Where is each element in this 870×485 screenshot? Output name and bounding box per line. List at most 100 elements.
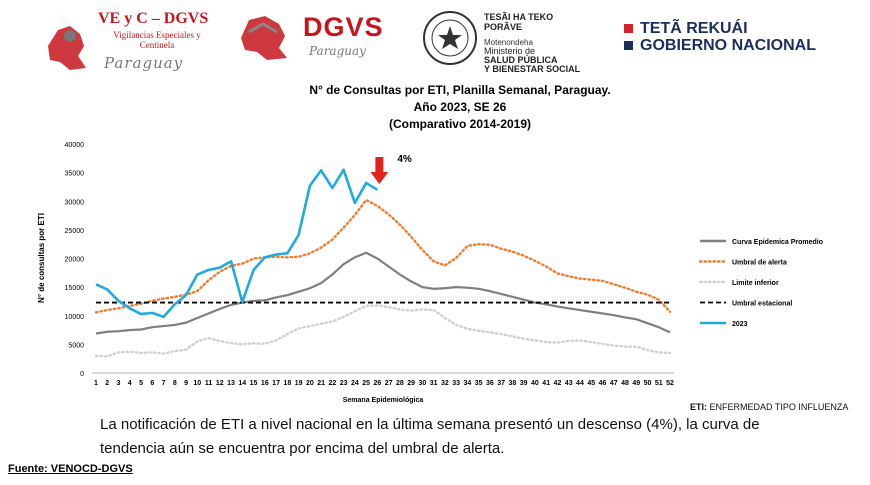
x-tick-label: 44 — [576, 380, 584, 387]
series-line-limite-inferior — [94, 304, 672, 358]
x-tick-label: 28 — [396, 380, 404, 387]
x-tick-label: 8 — [173, 380, 177, 387]
red-square-icon — [624, 24, 633, 33]
x-tick-label: 35 — [475, 380, 483, 387]
x-tick-label: 33 — [452, 380, 460, 387]
x-tick-label: 51 — [655, 380, 663, 387]
y-tick-label: 15000 — [65, 285, 85, 292]
x-tick-label: 38 — [509, 380, 517, 387]
legend-label: Curva Epidemica Promedio — [732, 239, 823, 246]
x-tick-label: 13 — [227, 380, 235, 387]
x-tick-label: 6 — [150, 380, 154, 387]
legend-label: Umbral estacional — [732, 301, 792, 308]
x-tick-label: 25 — [362, 380, 370, 387]
x-tick-label: 19 — [295, 380, 303, 387]
x-tick-label: 50 — [644, 380, 652, 387]
y-tick-label: 20000 — [65, 257, 85, 264]
x-tick-label: 5 — [139, 380, 143, 387]
x-tick-label: 20 — [306, 380, 314, 387]
x-tick-label: 48 — [621, 380, 629, 387]
dgvs-word: DGVS — [303, 12, 384, 42]
x-tick-label: 32 — [441, 380, 449, 387]
x-tick-label: 52 — [666, 380, 674, 387]
x-tick-label: 27 — [385, 380, 393, 387]
series-line-curva-epidemica-promedio — [95, 251, 671, 335]
x-tick-label: 26 — [373, 380, 381, 387]
gob-line1: TETÃ REKUÁI — [640, 20, 748, 37]
vyc-dgvs-logo: VE y C – DGVS Vigilancias Especiales y Ce… — [40, 8, 210, 78]
gob-line2: GOBIERNO NACIONAL — [640, 37, 816, 54]
x-tick-label: 12 — [216, 380, 224, 387]
x-tick-label: 7 — [162, 380, 166, 387]
x-tick-label: 49 — [632, 380, 640, 387]
x-tick-label: 22 — [328, 380, 336, 387]
x-tick-label: 9 — [184, 380, 188, 387]
legend-label: Umbral de alerta — [732, 260, 787, 267]
source-label: Fuente: VENOCD-DGVS — [8, 463, 133, 475]
dgvs-logo: DGVS Paraguay — [235, 8, 395, 68]
legend-label: 2023 — [732, 321, 748, 328]
x-tick-label: 2 — [105, 380, 109, 387]
x-tick-label: 30 — [418, 380, 426, 387]
x-tick-label: 3 — [117, 380, 121, 387]
y-tick-label: 40000 — [65, 142, 85, 149]
x-tick-label: 41 — [542, 380, 550, 387]
chart-title-line: N° de Consultas por ETI, Planilla Semana… — [309, 83, 610, 97]
x-tick-label: 45 — [587, 380, 595, 387]
series-line-2023 — [95, 168, 379, 319]
vyc-script: Paraguay — [104, 54, 184, 72]
y-tick-label: 0 — [80, 371, 84, 378]
series-line-umbral-de-alerta — [94, 198, 672, 314]
x-tick-label: 29 — [407, 380, 415, 387]
paraguay-outline-icon — [241, 16, 287, 60]
x-tick-label: 16 — [261, 380, 269, 387]
x-tick-label: 39 — [520, 380, 528, 387]
vyc-title: VE y C – DGVS — [98, 10, 209, 27]
x-tick-label: 11 — [205, 380, 213, 387]
x-tick-label: 37 — [497, 380, 505, 387]
republic-seal-icon — [423, 11, 477, 65]
summary-text: La notificación de ETI a nivel nacional … — [100, 416, 760, 457]
x-tick-label: 43 — [565, 380, 573, 387]
x-tick-label: 36 — [486, 380, 494, 387]
down-arrow-icon — [370, 157, 389, 184]
x-tick-label: 4 — [128, 380, 132, 387]
x-tick-label: 31 — [430, 380, 438, 387]
x-tick-label: 40 — [531, 380, 539, 387]
x-tick-label: 18 — [283, 380, 291, 387]
y-axis-label: N° de consultas por ETI — [37, 213, 46, 303]
legend-label: Limite inferior — [732, 280, 779, 287]
eti-definition: ETI: ENFERMEDAD TIPO INFLUENZA — [690, 402, 849, 412]
y-tick-label: 25000 — [65, 228, 85, 235]
x-tick-label: 10 — [193, 380, 201, 387]
paraguay-map-icon — [48, 26, 86, 70]
x-tick-label: 17 — [272, 380, 280, 387]
x-tick-label: 47 — [610, 380, 618, 387]
x-tick-label: 15 — [250, 380, 258, 387]
chart-title-line: Año 2023, SE 26 — [414, 100, 507, 114]
x-tick-label: 24 — [351, 380, 359, 387]
y-tick-label: 5000 — [68, 342, 84, 349]
msp-line3: Ministerio de SALUD PÚBLICA Y BIENESTAR SO… — [484, 46, 581, 74]
x-tick-label: 34 — [464, 380, 472, 387]
chart-title-line: (Comparativo 2014-2019) — [389, 117, 531, 131]
ministerio-salud-logo: TESÃI HA TEKO PORÃVE Motenondeha Minister… — [422, 10, 597, 74]
y-tick-label: 30000 — [65, 199, 85, 206]
gobierno-nacional-logo: TETÃ REKUÁI GOBIERNO NACIONAL — [622, 20, 832, 60]
msp-line1: TESÃI HA TEKO PORÃVE — [484, 12, 554, 32]
dgvs-script: Paraguay — [309, 44, 366, 58]
x-tick-label: 1 — [94, 380, 98, 387]
y-tick-label: 10000 — [65, 314, 85, 321]
x-tick-label: 46 — [599, 380, 607, 387]
x-tick-label: 21 — [317, 380, 325, 387]
annotation-label: 4% — [397, 154, 412, 165]
vyc-subtitle: Vigilancias Especiales y Centinela — [113, 30, 201, 50]
x-tick-label: 42 — [554, 380, 562, 387]
blue-square-icon — [624, 41, 633, 50]
x-tick-label: 14 — [238, 380, 246, 387]
y-tick-label: 35000 — [65, 171, 85, 178]
x-tick-label: 23 — [340, 380, 348, 387]
x-axis-label: Semana Epidemiológica — [343, 397, 424, 404]
msp-line2: Motenondeha — [484, 38, 533, 47]
